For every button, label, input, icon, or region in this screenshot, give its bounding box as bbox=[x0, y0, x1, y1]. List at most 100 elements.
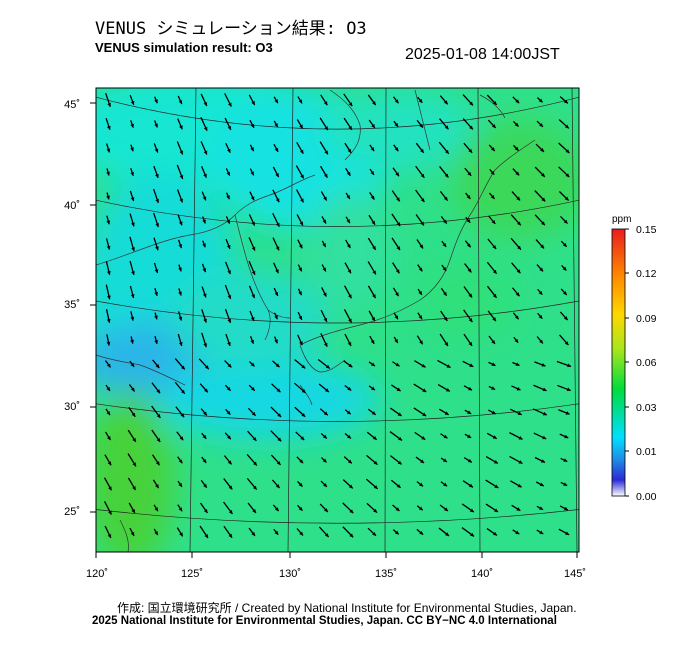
wind-vector-head bbox=[250, 362, 255, 367]
wind-vector-head bbox=[420, 459, 425, 463]
coastline bbox=[96, 354, 186, 386]
wind-vector-head bbox=[541, 221, 545, 226]
wind-vector-head bbox=[156, 389, 161, 394]
wind-vector-head bbox=[251, 294, 255, 299]
wind-vector-head bbox=[396, 387, 401, 392]
wind-vector-head bbox=[274, 99, 278, 104]
wind-vector-head bbox=[494, 484, 499, 488]
wind-vector-head bbox=[274, 123, 278, 128]
wind-vector-head bbox=[275, 484, 280, 489]
wind-vector-head bbox=[130, 339, 134, 344]
wind-vector-head bbox=[130, 197, 135, 202]
wind-vector-head bbox=[468, 341, 473, 346]
wind-vector-head bbox=[155, 364, 160, 369]
wind-vector-head bbox=[298, 267, 302, 272]
longitude-line bbox=[384, 88, 387, 552]
wind-vector-head bbox=[226, 195, 230, 200]
wind-vector-head bbox=[202, 293, 207, 298]
wind-vector-head bbox=[251, 101, 255, 106]
wind-vector-head bbox=[539, 530, 544, 534]
wind-vector-head bbox=[274, 147, 279, 152]
lon-label-120: 120˚ bbox=[86, 568, 108, 580]
lon-label-145: 145˚ bbox=[564, 568, 586, 580]
wind-vector-head bbox=[154, 531, 158, 536]
wind-vector-head bbox=[564, 196, 569, 201]
wind-vector-head bbox=[542, 411, 547, 416]
wind-vector-head bbox=[516, 196, 521, 201]
wind-vector-head bbox=[444, 125, 449, 130]
wind-vector-head bbox=[492, 101, 497, 105]
wind-vector-head bbox=[422, 412, 427, 417]
wind-vector-head bbox=[202, 196, 207, 201]
wind-vector-head bbox=[539, 482, 544, 487]
wind-vector-head bbox=[276, 388, 281, 393]
wind-vector-head bbox=[395, 292, 399, 297]
wind-vector-head bbox=[178, 244, 183, 249]
wind-vector-head bbox=[322, 434, 327, 439]
wind-vector-head bbox=[204, 534, 208, 539]
colorbar-unit: ppm bbox=[612, 214, 631, 225]
wind-vector-head bbox=[275, 269, 279, 274]
lat-label-35: 35˚ bbox=[64, 299, 80, 311]
longitude-line bbox=[189, 88, 197, 552]
wind-vector-head bbox=[468, 293, 473, 298]
wind-vector-head bbox=[564, 124, 569, 129]
wind-vector-head bbox=[252, 509, 256, 513]
wind-vector-head bbox=[106, 386, 110, 391]
wind-vector-head bbox=[563, 506, 568, 511]
wind-vector-head bbox=[492, 317, 496, 322]
wind-vector-head bbox=[274, 530, 279, 535]
wind-vector-head bbox=[274, 315, 278, 320]
wind-vector-head bbox=[372, 531, 376, 536]
wind-vector-head bbox=[394, 315, 398, 320]
wind-vector-head bbox=[132, 462, 136, 467]
wind-vector-head bbox=[538, 98, 543, 103]
wind-vector-head bbox=[131, 271, 135, 275]
wind-vector-head bbox=[227, 270, 231, 275]
wind-vector-head bbox=[275, 198, 280, 203]
wind-vector-head bbox=[322, 267, 326, 272]
wind-vector-head bbox=[107, 436, 111, 441]
wind-vector-head bbox=[541, 197, 546, 202]
longitude-line bbox=[477, 88, 481, 552]
wind-vector-head bbox=[106, 125, 111, 130]
wind-vector-head bbox=[563, 99, 568, 104]
wind-vector-head bbox=[106, 195, 110, 200]
wind-vector-head bbox=[228, 510, 233, 515]
wind-vector-head bbox=[277, 437, 282, 442]
wind-vector-head bbox=[130, 171, 134, 176]
wind-vector-head bbox=[106, 270, 111, 275]
wind-vector-head bbox=[298, 244, 303, 249]
wind-vector-head bbox=[250, 123, 255, 128]
wind-vector-head bbox=[348, 318, 352, 323]
wind-vector-head bbox=[540, 244, 545, 249]
wind-vector-head bbox=[565, 173, 570, 178]
wind-vector-head bbox=[181, 365, 185, 370]
wind-vector-head bbox=[301, 413, 306, 417]
wind-vector-head bbox=[347, 342, 352, 347]
wind-vector-head bbox=[516, 507, 521, 511]
wind-vector-head bbox=[394, 122, 399, 127]
wind-vector-head bbox=[540, 459, 545, 463]
wind-vector-head bbox=[300, 436, 305, 441]
latitude-line bbox=[96, 300, 579, 324]
wind-vector-head bbox=[107, 102, 112, 107]
wind-vector-head bbox=[251, 221, 255, 226]
wind-vector-head bbox=[203, 173, 207, 178]
wind-vector-head bbox=[323, 342, 328, 347]
wind-vector-head bbox=[443, 482, 448, 487]
wind-vector-head bbox=[370, 195, 375, 200]
wind-vector-head bbox=[251, 270, 256, 275]
wind-vector-head bbox=[445, 387, 450, 392]
wind-vector-head bbox=[154, 507, 158, 512]
lon-label-140: 140˚ bbox=[471, 568, 493, 580]
wind-vector-head bbox=[494, 508, 499, 512]
wind-vector-head bbox=[348, 363, 353, 368]
wind-vector-head bbox=[301, 389, 306, 393]
wind-vector-head bbox=[132, 486, 136, 491]
wind-vector-head bbox=[203, 102, 208, 107]
wind-vector-head bbox=[252, 436, 257, 441]
colorbar-tick-0.01: 0.01 bbox=[636, 446, 657, 458]
wind-vector-head bbox=[421, 363, 426, 368]
wind-vector-head bbox=[202, 243, 206, 248]
